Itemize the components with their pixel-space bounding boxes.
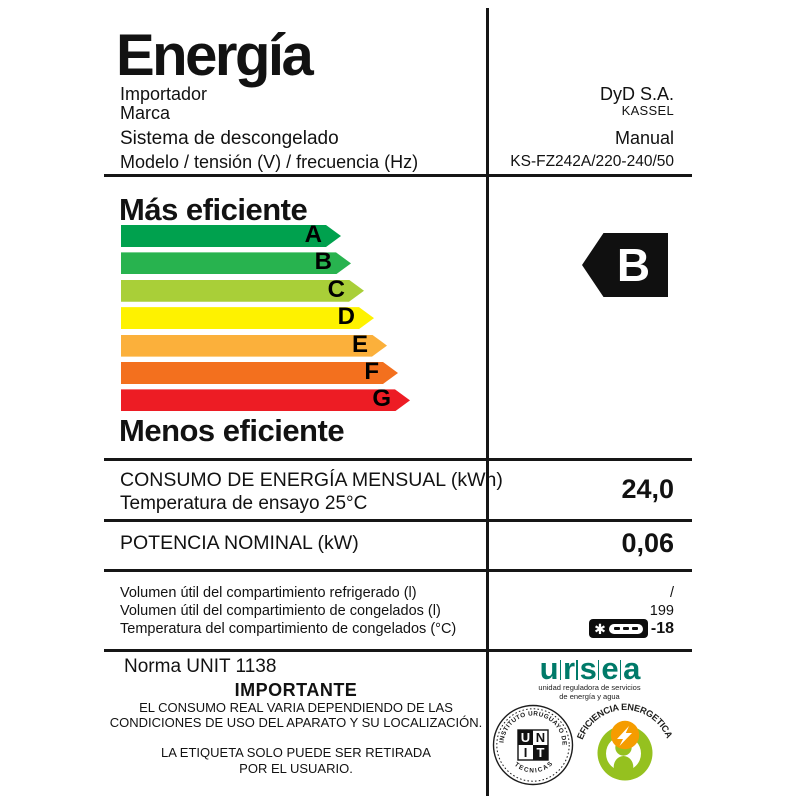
freezer-temperature-row: ✱ -18: [589, 619, 674, 638]
ursea-caption: unidad reguladora de servicios de energí…: [538, 683, 641, 702]
bar-letter: G: [372, 385, 391, 413]
efficiency-bar-a: A: [121, 225, 341, 247]
bar-letter: E: [351, 330, 368, 358]
page-title: Energía: [116, 23, 314, 88]
header-divider: [104, 174, 692, 177]
energy-efficiency-seal: EFICIENCIA ENERGETICA: [575, 702, 674, 781]
unit-letter-n: N: [536, 730, 545, 745]
freezer-rating-badge: ✱: [589, 619, 648, 638]
efficiency-bar-g: G: [121, 389, 410, 411]
consumption-divider: [104, 519, 692, 522]
rating-letter: B: [616, 239, 651, 291]
bar-letter: B: [314, 248, 332, 276]
nominal-power-value: 0,06: [621, 528, 674, 558]
rating-arrow-badge: B: [582, 233, 668, 297]
unit-letter-u: U: [521, 730, 530, 745]
model-voltage-frequency-label: Modelo / tensión (V) / frecuencia (Hz): [120, 152, 419, 172]
brand-value: KASSEL: [621, 103, 674, 118]
bar-letter: F: [364, 357, 379, 385]
less-efficient-label: Menos eficiente: [119, 413, 345, 448]
compartments-divider: [104, 649, 692, 652]
defrost-system-value: Manual: [614, 128, 674, 148]
ursea-separator: [619, 660, 622, 680]
bar-letter: A: [304, 220, 322, 248]
standard-norm-label: Norma UNIT 1138: [124, 656, 277, 677]
brand-label: Marca: [120, 103, 171, 123]
fridge-volume-label: Volumen útil del compartimiento refriger…: [120, 585, 417, 601]
more-efficient-label: Más eficiente: [119, 192, 308, 227]
nominal-power-label: POTENCIA NOMINAL (kW): [120, 532, 359, 554]
efficiency-bar-c: C: [121, 280, 364, 302]
bar-letter: C: [327, 275, 345, 303]
ursea-letter: s: [579, 650, 597, 686]
power-divider: [104, 569, 692, 572]
efficiency-bar-d: D: [121, 307, 374, 329]
unit-letter-t: T: [537, 745, 545, 760]
freezer-dashes-icon: [608, 623, 643, 634]
ursea-separator: [576, 660, 578, 680]
ursea-separator: [597, 660, 600, 680]
importer-value: DyD S.A.: [599, 84, 674, 104]
monthly-consumption-label: CONSUMO DE ENERGÍA MENSUAL (kWh): [120, 469, 503, 491]
model-voltage-frequency-value: KS-FZ242A/220-240/50: [510, 153, 674, 170]
test-temperature-label: Temperatura de ensayo 25°C: [120, 493, 368, 514]
scale-bottom-divider: [104, 458, 692, 461]
important-text-line2: CONDICIONES DE USO DEL APARATO Y SU LOCA…: [109, 715, 483, 730]
monthly-consumption-value: 24,0: [621, 474, 674, 504]
ursea-separator: [559, 660, 562, 680]
unit-letter-i: I: [524, 745, 528, 760]
freezer-volume-value: 199: [649, 603, 674, 619]
defrost-system-label: Sistema de descongelado: [120, 128, 339, 149]
efficiency-scale: A B C D E F G: [121, 225, 410, 417]
removal-note-line2: POR EL USUARIO.: [239, 761, 353, 776]
important-text-line1: EL CONSUMO REAL VARIA DEPENDIENDO DE LAS: [139, 700, 453, 715]
removal-note-line1: LA ETIQUETA SOLO PUEDE SER RETIRADA: [161, 745, 431, 760]
freezer-volume-label: Volumen útil del compartimiento de conge…: [120, 603, 441, 619]
vertical-divider: [486, 8, 489, 796]
efficiency-bar-e: E: [121, 335, 387, 357]
unit-seal: INSTITUTO URUGUAYO DE NORMAS TECNICAS U …: [492, 704, 574, 786]
lightning-bolt-icon: [617, 726, 632, 746]
important-title: IMPORTANTE: [234, 680, 358, 700]
fridge-volume-value: /: [669, 585, 674, 601]
ursea-letter: u: [539, 650, 559, 686]
freezer-star-icon: ✱: [594, 620, 606, 637]
freezer-temperature-value: -18: [650, 619, 674, 637]
ursea-letter: e: [601, 650, 618, 686]
importer-label: Importador: [120, 84, 208, 104]
efficiency-bar-f: F: [121, 362, 398, 384]
freezer-temperature-label: Temperatura del compartimiento de congel…: [120, 621, 457, 637]
bar-letter: D: [337, 303, 355, 331]
ursea-letter: a: [623, 650, 640, 686]
efficiency-bar-b: B: [121, 252, 351, 274]
ursea-letter: r: [563, 650, 575, 686]
